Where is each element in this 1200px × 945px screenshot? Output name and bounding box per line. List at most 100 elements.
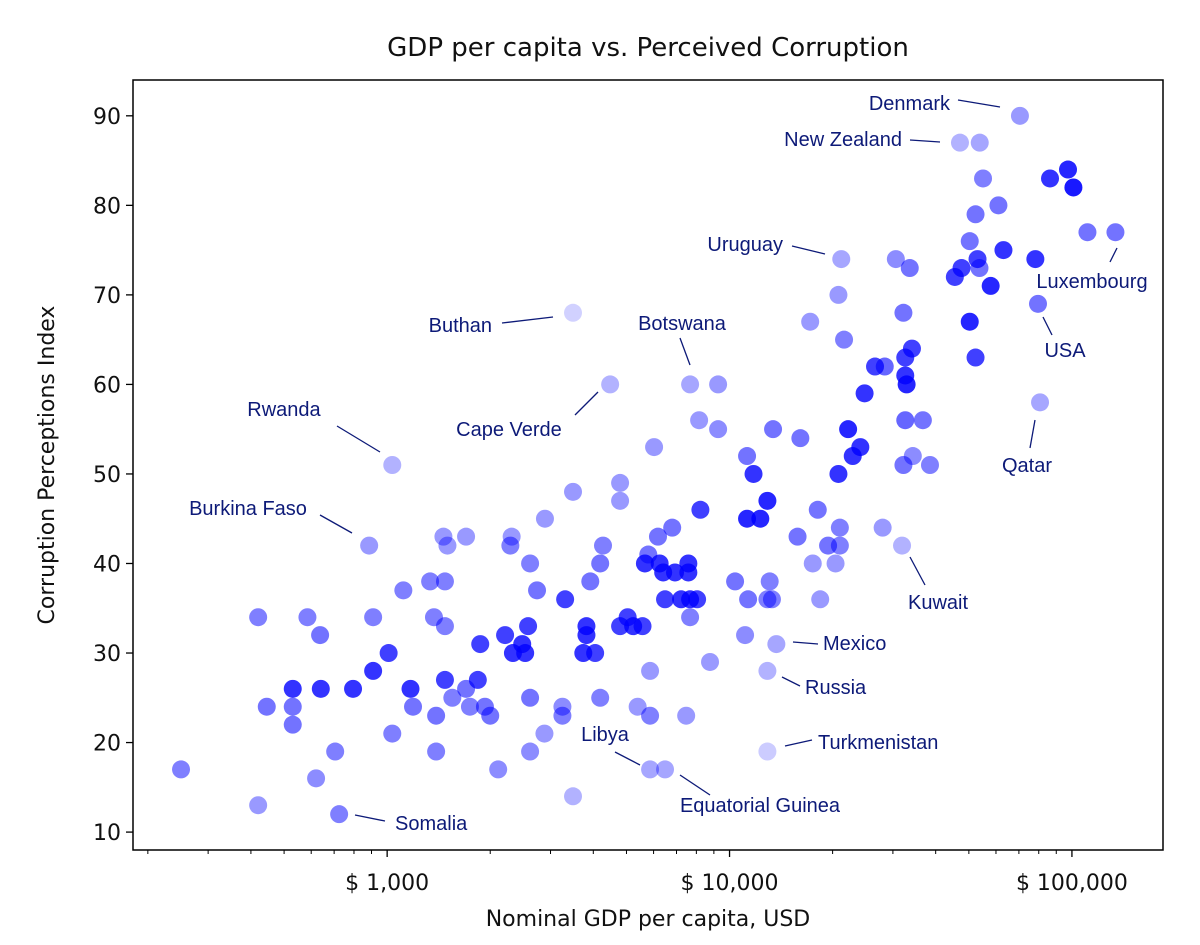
data-point — [427, 706, 446, 725]
y-tick-label: 20 — [93, 732, 121, 757]
data-point — [679, 554, 698, 573]
annotation-line-new-zealand — [909, 139, 941, 143]
data-point — [383, 456, 402, 474]
data-point — [257, 697, 276, 716]
data-point — [760, 572, 779, 591]
data-point — [826, 554, 845, 573]
annotation-libya: Libya — [581, 724, 630, 746]
x-tick-label: $ 1,000 — [345, 871, 429, 896]
data-point — [577, 617, 596, 636]
data-point — [330, 805, 349, 824]
data-point — [666, 563, 685, 582]
data-point — [894, 303, 913, 322]
data-point — [364, 661, 383, 680]
data-point — [875, 357, 894, 376]
annotation-line-somalia — [354, 814, 386, 822]
data-point — [172, 760, 191, 779]
data-point — [633, 617, 652, 636]
data-point — [443, 688, 462, 707]
data-point — [758, 661, 777, 680]
data-point — [738, 447, 757, 466]
y-tick-label: 50 — [93, 463, 121, 488]
annotation-line-cape-verde — [574, 391, 599, 416]
data-point — [994, 241, 1013, 260]
data-point — [521, 688, 540, 707]
data-point — [344, 679, 363, 698]
data-point — [307, 769, 326, 788]
data-point — [435, 617, 454, 636]
annotation-botswana: Botswana — [638, 313, 727, 335]
data-point — [457, 527, 476, 546]
data-point — [1010, 106, 1029, 125]
data-point — [788, 527, 807, 546]
data-point — [726, 572, 745, 591]
points-layer — [172, 106, 1125, 824]
annotation-line-equatorial-guinea — [679, 774, 711, 796]
data-point — [709, 375, 728, 394]
data-point — [311, 679, 330, 698]
annotation-line-botswana — [679, 337, 691, 366]
data-point — [736, 626, 755, 645]
y-tick-label: 70 — [93, 284, 121, 309]
data-point — [970, 133, 989, 152]
data-point — [283, 697, 302, 716]
annotation-somalia: Somalia — [395, 813, 468, 835]
data-point — [553, 697, 572, 716]
data-point — [688, 590, 707, 609]
data-point — [601, 375, 620, 394]
annotation-rwanda: Rwanda — [247, 399, 321, 421]
data-point — [897, 375, 916, 394]
data-point — [1031, 393, 1050, 412]
annotation-mexico: Mexico — [823, 633, 886, 655]
y-tick-label: 80 — [93, 194, 121, 219]
data-point — [681, 375, 700, 394]
data-point — [460, 697, 479, 716]
data-point — [873, 518, 892, 537]
data-point — [1106, 223, 1125, 242]
data-point — [681, 608, 700, 627]
data-point — [894, 456, 913, 474]
y-tick-label: 60 — [93, 373, 121, 398]
data-point — [641, 706, 660, 725]
data-point — [628, 697, 647, 716]
data-point — [966, 348, 985, 367]
annotation-russia: Russia — [805, 677, 867, 699]
data-point — [379, 644, 398, 663]
data-point — [641, 760, 660, 779]
data-point — [808, 500, 827, 519]
data-point — [535, 724, 554, 743]
data-point — [591, 554, 610, 573]
data-point — [832, 250, 851, 269]
data-point — [1059, 160, 1078, 179]
data-point — [364, 608, 383, 627]
data-point — [521, 742, 540, 761]
data-point — [989, 196, 1008, 215]
y-axis-label: Corruption Perceptions Index — [35, 306, 60, 625]
y-tick-label: 30 — [93, 642, 121, 667]
data-point — [401, 679, 420, 698]
data-point — [663, 518, 682, 537]
data-point — [950, 133, 969, 152]
annotation-equatorial-guinea: Equatorial Guinea — [680, 795, 841, 817]
y-tick-label: 10 — [93, 821, 121, 846]
annotation-line-buthan — [501, 316, 554, 324]
data-point — [496, 626, 515, 645]
data-point — [468, 670, 487, 689]
data-point — [648, 527, 667, 546]
data-point — [791, 429, 810, 448]
data-point — [283, 679, 302, 698]
data-point — [435, 572, 454, 591]
annotation-cape-verde: Cape Verde — [456, 419, 562, 441]
annotation-line-usa — [1042, 316, 1053, 336]
annotation-line-denmark — [957, 99, 1001, 108]
data-point — [581, 572, 600, 591]
data-point — [896, 411, 915, 430]
data-point — [656, 760, 675, 779]
data-point — [564, 303, 583, 322]
data-point — [556, 590, 575, 609]
data-point — [690, 411, 709, 430]
data-point — [893, 536, 912, 555]
data-point — [564, 787, 583, 806]
data-point — [764, 420, 783, 439]
annotation-luxembourg: Luxembourg — [1036, 271, 1147, 293]
